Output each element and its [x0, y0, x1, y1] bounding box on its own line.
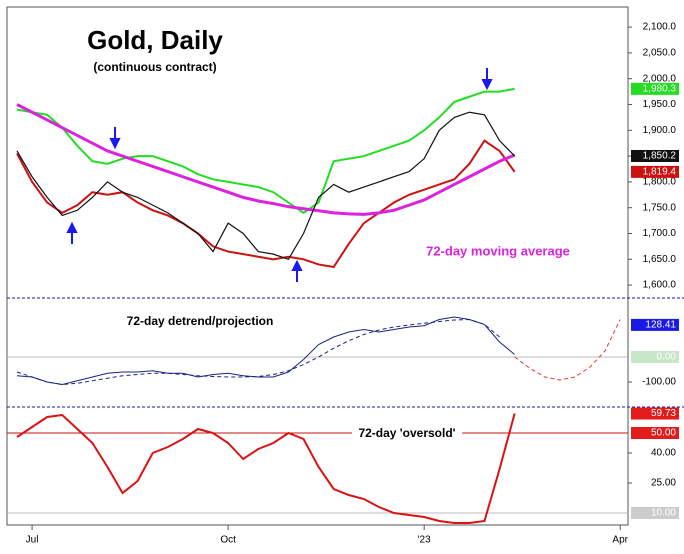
y-tick-label: -100.00	[642, 377, 676, 388]
ma-annotation: 72-day moving average	[426, 243, 570, 258]
series-line	[16, 139, 516, 269]
y-tick-label: 1,800.0	[643, 177, 677, 188]
marker-label: 0.00	[657, 352, 677, 363]
marker-label: 50.00	[651, 428, 676, 439]
series-line	[16, 111, 516, 261]
x-tick-label: '23	[418, 535, 431, 546]
last-value-box	[631, 149, 679, 162]
y-tick-label: 2,100.0	[643, 22, 677, 33]
arrows	[66, 68, 493, 282]
series-line	[16, 413, 516, 524]
up-arrow	[291, 259, 303, 282]
marker-label: 10.00	[651, 508, 676, 519]
reference-label-bg	[352, 425, 462, 441]
series-line	[16, 318, 500, 386]
marker-box	[631, 427, 679, 439]
marker-label: 59.73	[651, 408, 676, 419]
down-arrow	[109, 127, 121, 150]
marker-label: 128.41	[645, 320, 676, 331]
marker-box	[631, 507, 679, 519]
x-tick-label: Jul	[26, 535, 39, 546]
marker-box	[631, 351, 679, 363]
reference-label: 72-day 'oversold'	[358, 426, 455, 440]
chart-title: Gold, Daily	[87, 25, 223, 55]
x-tick-label: Apr	[612, 535, 628, 546]
y-tick-label: 1,700.0	[643, 228, 677, 239]
down-arrow	[481, 68, 493, 91]
frame	[6, 6, 629, 526]
up-arrow	[66, 221, 78, 244]
marker-box	[631, 318, 679, 331]
last-value-label: 1,850.2	[643, 151, 677, 162]
series-line	[514, 319, 621, 381]
detrend-annotation: 72-day detrend/projection	[127, 314, 274, 328]
marker-box	[631, 407, 679, 420]
last-value-box	[631, 165, 679, 178]
series-line	[16, 103, 516, 216]
y-tick-label: 1,900.0	[643, 125, 677, 136]
y-tick-label: 40.00	[651, 448, 676, 459]
y-tick-label: 1,750.0	[643, 202, 677, 213]
y-tick-label: 1,650.0	[643, 254, 677, 265]
y-tick-label: 2,000.0	[643, 73, 677, 84]
last-value-box	[631, 82, 679, 95]
y-tick-label: 1,600.0	[643, 280, 677, 291]
last-value-label: 1,980.3	[643, 84, 677, 95]
chart-subtitle: (continuous contract)	[93, 60, 216, 74]
x-tick-label: Oct	[220, 535, 236, 546]
series-line	[16, 87, 515, 215]
y-tick-label: 2,050.0	[643, 48, 677, 59]
y-tick-label: 1,950.0	[643, 99, 677, 110]
y-tick-label: 25.00	[651, 478, 676, 489]
last-value-label: 1,819.4	[643, 167, 677, 178]
